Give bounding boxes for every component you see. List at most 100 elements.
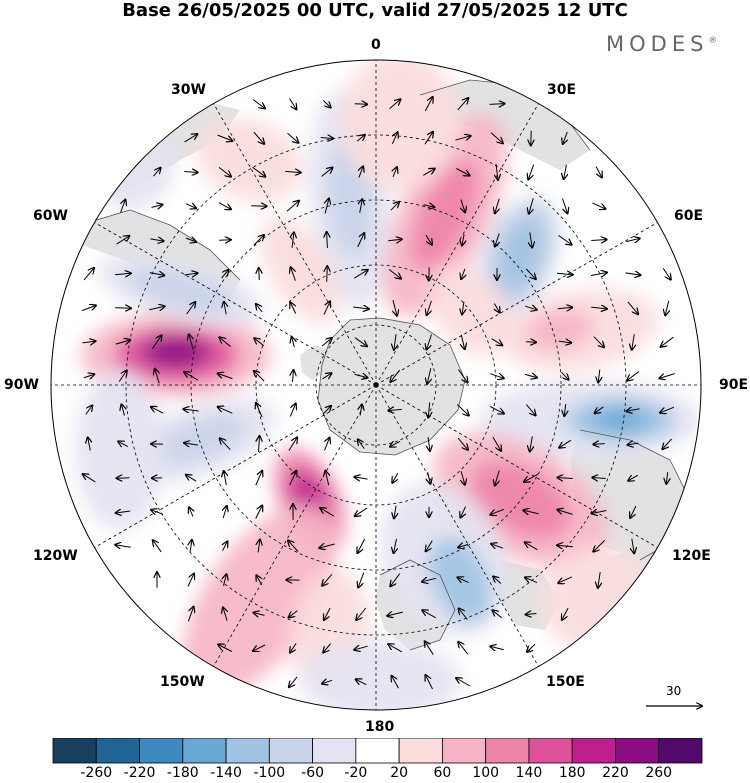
wind-arrow: [662, 438, 672, 449]
wind-arrow: [256, 304, 263, 313]
wind-arrow: [423, 205, 435, 207]
wind-arrow: [187, 574, 194, 587]
wind-arrow: [218, 407, 233, 414]
colorbar-swatch: [441, 738, 487, 764]
wind-arrow: [255, 506, 263, 519]
wind-arrow: [455, 136, 470, 140]
wind-arrow: [394, 538, 397, 553]
wind-arrow: [557, 510, 573, 515]
wind-arrow: [388, 644, 403, 653]
wind-arrow: [322, 373, 332, 379]
wind-arrow: [490, 374, 504, 379]
wind-arrow: [632, 334, 635, 350]
south-pole-marker: [373, 382, 379, 388]
wind-arrow: [325, 471, 328, 486]
wind-arrow: [327, 266, 328, 282]
wind-arrow: [360, 405, 362, 416]
wind-arrow: [462, 301, 464, 315]
wind-vectors: [81, 97, 675, 690]
wind-arrow: [285, 171, 301, 172]
wind-arrow: [291, 267, 296, 281]
wind-arrow: [152, 335, 162, 349]
colorbar-tick-label: -60: [301, 765, 325, 781]
wind-arrow: [461, 199, 465, 213]
wind-arrow: [495, 233, 499, 247]
wind-arrow: [88, 438, 91, 451]
wind-arrow: [496, 164, 498, 180]
lon-label-120w: 120W: [33, 548, 78, 564]
wind-arrow: [358, 439, 365, 449]
wind-arrow: [427, 368, 431, 384]
wind-arrow: [665, 300, 669, 316]
map-border: [50, 59, 702, 711]
wind-arrow: [289, 676, 298, 687]
wind-arrow: [390, 202, 399, 211]
wind-arrow: [218, 167, 231, 176]
wind-arrow: [118, 441, 129, 446]
wind-arrow: [428, 437, 430, 451]
wind-arrow: [525, 268, 536, 279]
wind-arrow: [323, 301, 330, 315]
wind-arrow: [627, 409, 640, 412]
wind-arrow: [424, 132, 433, 145]
wind-arrow: [462, 234, 464, 245]
wind-arrow: [632, 538, 634, 554]
wind-arrow: [388, 409, 402, 410]
wind-arrow: [290, 643, 297, 652]
wind-arrow: [461, 268, 465, 279]
wind-arrow: [184, 273, 198, 275]
wind-arrow: [559, 439, 572, 447]
wind-arrow: [149, 273, 165, 276]
colorbar: [52, 738, 703, 764]
wind-arrow: [423, 169, 434, 176]
wind-arrow: [526, 614, 537, 615]
wind-arrow: [322, 406, 331, 415]
wind-arrow: [321, 168, 333, 177]
wind-arrow: [422, 610, 437, 619]
wind-arrow: [390, 441, 401, 446]
colorbar-swatch: [182, 738, 227, 764]
lon-label-30w: 30W: [171, 82, 206, 98]
wind-arrow: [558, 576, 573, 583]
wind-arrow: [490, 646, 504, 649]
colorbar-swatch: [268, 738, 314, 764]
wind-arrow: [293, 370, 294, 382]
colorbar-swatch: [355, 738, 400, 764]
wind-arrow: [116, 511, 131, 513]
wind-arrow: [155, 369, 159, 384]
wind-arrow: [494, 303, 499, 313]
colorbar-swatch: [139, 738, 184, 764]
wind-arrow: [558, 234, 571, 244]
modes-logo: MODES®: [606, 32, 718, 56]
wind-arrow: [220, 438, 231, 451]
wind-arrow: [288, 541, 299, 552]
wind-arrow: [81, 305, 96, 312]
wind-arrow: [320, 138, 333, 139]
wind-arrow: [319, 544, 335, 548]
wind-arrow: [252, 99, 265, 109]
wind-arrow: [425, 641, 434, 655]
wind-arrow: [659, 373, 675, 379]
colorbar-tick-label: 180: [558, 765, 586, 781]
wind-arrow: [353, 307, 369, 309]
wind-arrow: [490, 132, 503, 144]
wind-arrow: [662, 268, 671, 279]
wind-arrow: [122, 405, 125, 416]
wind-arrow: [185, 204, 196, 209]
wind-arrow: [557, 307, 572, 308]
wind-arrow: [356, 679, 367, 686]
wind-arrow: [626, 238, 639, 241]
wind-arrow: [357, 538, 366, 553]
wind-arrow: [490, 508, 504, 514]
wind-arrow: [628, 475, 639, 480]
wind-arrow: [630, 505, 637, 518]
wind-arrow: [118, 371, 127, 382]
wind-arrow: [528, 164, 535, 180]
wind-arrow: [150, 239, 163, 241]
wind-arrow: [218, 373, 233, 380]
wind-arrow: [458, 577, 469, 582]
wind-arrow: [598, 369, 600, 383]
wind-arrow: [356, 607, 367, 620]
wind-arrow: [393, 167, 397, 178]
wind-arrow: [83, 474, 96, 483]
